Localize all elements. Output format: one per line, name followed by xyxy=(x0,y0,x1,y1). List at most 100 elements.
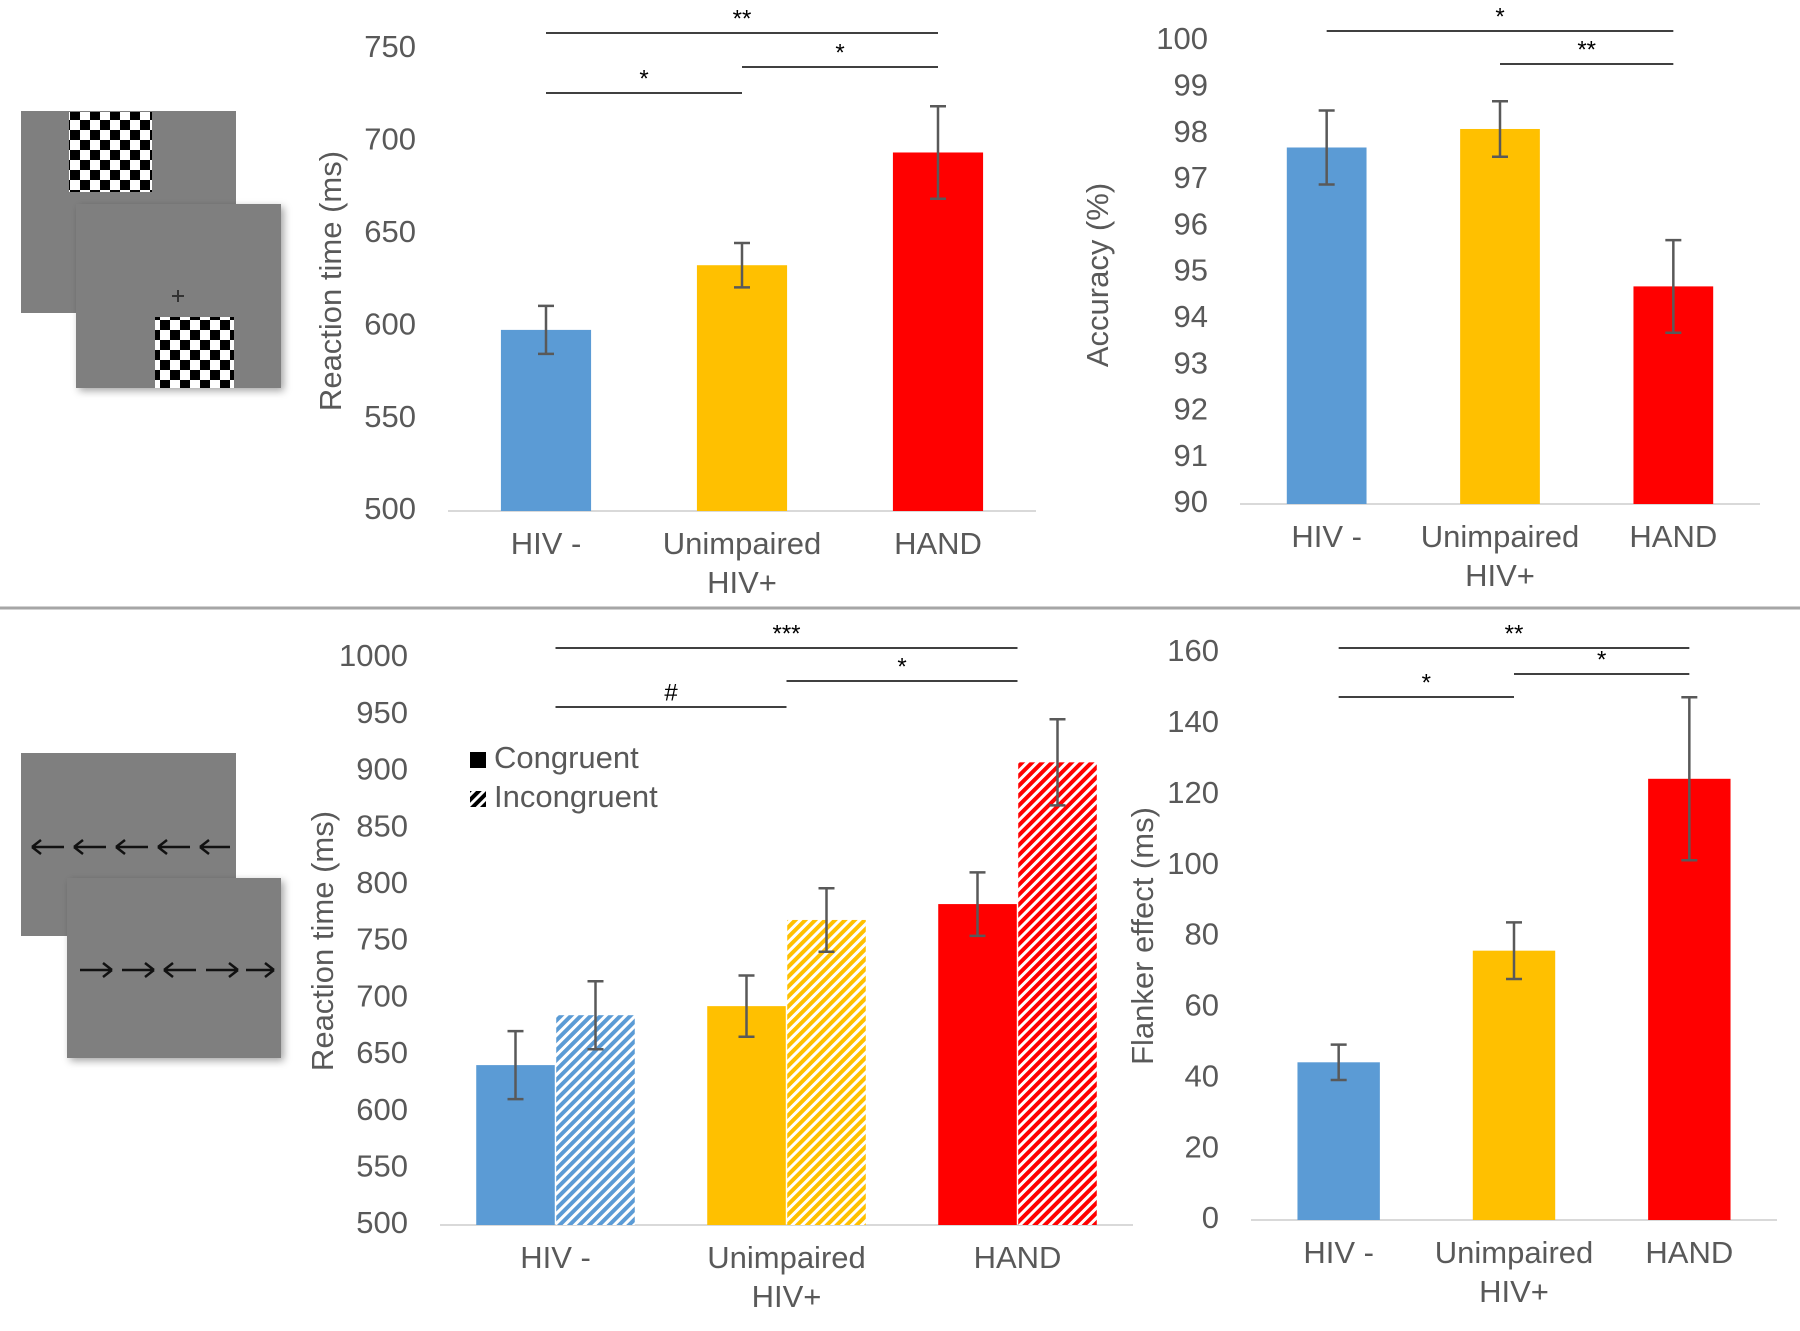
x-tick-label-box: Unimpaired HIV+ xyxy=(1420,519,1580,593)
y-tick-label: 94 xyxy=(1174,299,1208,334)
bar xyxy=(1286,147,1367,505)
x-tick-label-box: HIV - xyxy=(1303,1235,1374,1270)
significance-label: * xyxy=(1597,646,1606,673)
bar xyxy=(707,1006,786,1225)
x-tick-label-box: HIV - xyxy=(510,526,582,561)
significance-label: ** xyxy=(1577,36,1596,63)
significance-label: * xyxy=(897,653,906,680)
y-tick-label: 60 xyxy=(1185,988,1219,1023)
x-tick-label: Unimpaired HIV+ xyxy=(662,526,822,600)
x-tick-label: Unimpaired HIV+ xyxy=(1434,1235,1594,1309)
y-tick-label: 600 xyxy=(364,306,416,341)
y-tick-label: 550 xyxy=(364,399,416,434)
x-tick-label-box: Unimpaired HIV+ xyxy=(707,1240,866,1314)
chart: Reaction time (ms) 500 550 600 650 700 750 HIV … xyxy=(313,5,1036,600)
y-tick-label: 1000 xyxy=(339,638,408,673)
legend-label: Congruent xyxy=(494,740,639,775)
significance-label: * xyxy=(835,39,844,66)
y-tick-label: 500 xyxy=(356,1205,408,1240)
y-tick-label: 80 xyxy=(1185,917,1219,952)
y-axis-title: Flanker effect (ms) xyxy=(1125,807,1160,1065)
bar xyxy=(787,919,866,1225)
x-tick-label-box: HIV - xyxy=(1291,519,1362,554)
y-tick-label: 120 xyxy=(1167,775,1219,810)
chart: Accuracy (%) 90 91 92 93 94 95 96 97 98 99 100 HIV -… xyxy=(1080,3,1760,593)
y-tick-label: 900 xyxy=(356,752,408,787)
bar xyxy=(892,152,984,511)
x-tick-label-box: HIV - xyxy=(520,1240,591,1275)
error-bar xyxy=(1492,99,1508,158)
y-tick-label: 100 xyxy=(1167,846,1219,881)
bar xyxy=(500,329,592,511)
y-tick-label: 20 xyxy=(1185,1129,1219,1164)
y-tick-label: 750 xyxy=(356,922,408,957)
y-tick-label: 91 xyxy=(1174,438,1208,473)
y-tick-label: 500 xyxy=(364,491,416,526)
y-tick-label: 92 xyxy=(1174,392,1208,427)
x-tick-label: HAND xyxy=(1629,519,1718,554)
error-bar xyxy=(1506,921,1522,981)
significance-label: ** xyxy=(1505,620,1524,647)
x-tick-label-box: Unimpaired HIV+ xyxy=(662,526,822,600)
x-tick-label: HIV - xyxy=(510,526,582,561)
y-tick-label: 97 xyxy=(1174,160,1208,195)
legend-swatch xyxy=(470,791,486,807)
significance-label: ** xyxy=(733,5,752,32)
x-tick-label-box: Unimpaired HIV+ xyxy=(1434,1235,1594,1309)
flanker-stimulus xyxy=(21,753,281,1058)
error-bar xyxy=(969,871,986,938)
y-tick-label: 95 xyxy=(1174,253,1208,288)
error-bar xyxy=(818,886,835,953)
y-tick-label: 550 xyxy=(356,1148,408,1183)
chart: Reaction time (ms) 500 550 600 650 700 750 800 8… xyxy=(305,620,1133,1314)
bar xyxy=(1460,128,1540,504)
y-tick-label: 99 xyxy=(1174,67,1208,102)
y-tick-label: 90 xyxy=(1174,484,1208,519)
x-tick-label: HIV - xyxy=(1291,519,1362,554)
x-tick-label-box: HAND xyxy=(1645,1235,1734,1270)
y-tick-label: 650 xyxy=(356,1035,408,1070)
error-bar xyxy=(587,979,604,1051)
bar xyxy=(696,265,788,511)
y-axis-title: Reaction time (ms) xyxy=(305,811,340,1071)
significance-label: *** xyxy=(772,620,800,647)
error-bar xyxy=(738,974,755,1039)
y-tick-label: 0 xyxy=(1202,1200,1219,1235)
error-bar xyxy=(734,241,750,289)
error-bar xyxy=(1330,1043,1347,1082)
significance-label: * xyxy=(1495,3,1504,30)
significance-label: # xyxy=(664,679,678,706)
bar xyxy=(1018,762,1097,1225)
x-tick-label: HAND xyxy=(1645,1235,1734,1270)
x-tick-label-box: HAND xyxy=(894,526,982,561)
chart: Flanker effect (ms) 0 20 40 60 80 100 120 140 160… xyxy=(1125,620,1777,1309)
y-tick-label: 160 xyxy=(1167,633,1219,668)
y-tick-label: 98 xyxy=(1174,114,1208,149)
error-bar xyxy=(507,1029,524,1101)
y-tick-label: 700 xyxy=(364,122,416,157)
error-bar xyxy=(1049,717,1066,807)
legend-swatch xyxy=(470,752,486,768)
y-tick-label: 750 xyxy=(364,29,416,64)
y-tick-label: 850 xyxy=(356,808,408,843)
x-tick-label: Unimpaired HIV+ xyxy=(1420,519,1580,593)
x-tick-label: HAND xyxy=(894,526,982,561)
x-tick-label: Unimpaired HIV+ xyxy=(707,1240,866,1314)
y-tick-label: 650 xyxy=(364,214,416,249)
y-tick-label: 100 xyxy=(1156,21,1208,56)
y-tick-label: 96 xyxy=(1174,206,1208,241)
x-tick-label: HIV - xyxy=(520,1240,591,1275)
x-tick-label: HAND xyxy=(973,1240,1062,1275)
x-tick-label-box: HAND xyxy=(1629,519,1718,554)
bar xyxy=(1472,950,1556,1220)
bar xyxy=(938,904,1017,1225)
checkerboard-stimulus xyxy=(21,111,281,388)
x-tick-label-box: HAND xyxy=(973,1240,1062,1275)
x-tick-label: HIV - xyxy=(1303,1235,1374,1270)
y-tick-label: 140 xyxy=(1167,704,1219,739)
error-bar xyxy=(538,304,554,356)
y-tick-label: 93 xyxy=(1174,345,1208,380)
y-tick-label: 600 xyxy=(356,1092,408,1127)
